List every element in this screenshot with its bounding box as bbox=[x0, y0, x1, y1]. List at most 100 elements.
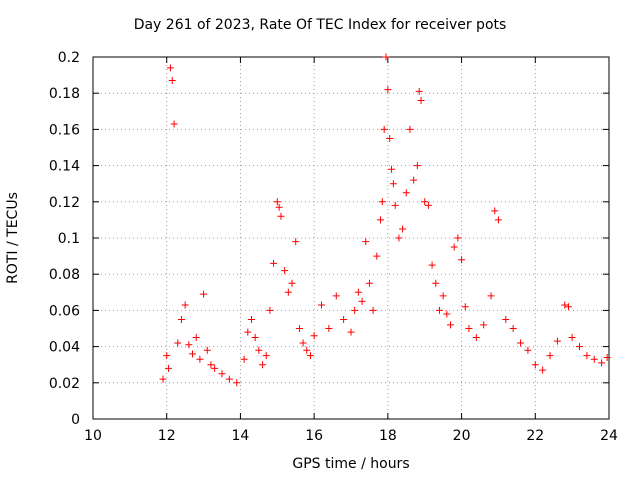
data-point bbox=[244, 328, 252, 336]
data-point bbox=[310, 332, 318, 340]
data-point bbox=[388, 165, 396, 173]
data-point bbox=[395, 234, 403, 242]
data-point bbox=[373, 252, 381, 260]
data-point bbox=[218, 370, 226, 378]
data-point bbox=[539, 366, 547, 374]
data-point bbox=[415, 87, 423, 95]
y-tick-label: 0 bbox=[71, 412, 80, 428]
data-point bbox=[168, 77, 176, 85]
data-point bbox=[273, 198, 281, 206]
data-point bbox=[358, 297, 366, 305]
data-point bbox=[225, 375, 233, 383]
data-point bbox=[174, 339, 182, 347]
data-point bbox=[306, 352, 314, 360]
data-point bbox=[384, 86, 392, 94]
data-point bbox=[509, 325, 517, 332]
y-tick-label: 0.06 bbox=[49, 303, 80, 319]
x-tick-label: 24 bbox=[600, 428, 618, 444]
data-point bbox=[189, 350, 197, 358]
data-point bbox=[517, 339, 525, 347]
y-tick-label: 0.08 bbox=[49, 267, 80, 283]
data-point bbox=[275, 203, 283, 211]
data-point bbox=[281, 267, 289, 275]
data-point bbox=[166, 64, 174, 72]
data-point bbox=[380, 125, 388, 133]
data-point bbox=[568, 334, 576, 342]
data-point bbox=[318, 301, 326, 309]
data-point bbox=[255, 346, 263, 354]
data-point bbox=[428, 261, 436, 269]
data-point bbox=[376, 216, 384, 224]
grid-lines bbox=[93, 57, 609, 419]
data-point bbox=[369, 306, 377, 314]
data-point bbox=[354, 288, 362, 296]
data-point bbox=[413, 162, 421, 170]
data-point bbox=[458, 256, 466, 264]
data-point bbox=[270, 259, 278, 267]
y-tick-label: 0.2 bbox=[58, 50, 80, 66]
data-point bbox=[382, 53, 390, 61]
data-point bbox=[185, 341, 193, 349]
data-point bbox=[196, 355, 204, 363]
data-point bbox=[365, 279, 373, 287]
data-point bbox=[325, 325, 333, 332]
data-point bbox=[491, 207, 499, 215]
x-tick-label: 12 bbox=[158, 428, 176, 444]
data-point bbox=[284, 288, 292, 296]
data-point bbox=[406, 125, 414, 133]
data-point bbox=[487, 292, 495, 300]
data-point bbox=[200, 290, 208, 298]
data-point bbox=[432, 279, 440, 287]
plot-frame bbox=[92, 56, 610, 420]
data-point bbox=[454, 234, 462, 242]
data-point bbox=[410, 176, 418, 184]
y-tick-label: 0.14 bbox=[49, 159, 80, 175]
data-point bbox=[177, 315, 185, 323]
x-axis-label: GPS time / hours bbox=[292, 456, 410, 472]
data-point bbox=[340, 315, 348, 323]
y-tick-label: 0.04 bbox=[49, 340, 80, 356]
data-point bbox=[247, 315, 255, 323]
data-point bbox=[465, 325, 473, 332]
data-point bbox=[386, 134, 394, 142]
data-point bbox=[391, 201, 399, 209]
data-points bbox=[159, 53, 611, 387]
data-point bbox=[262, 352, 270, 360]
axes bbox=[92, 56, 610, 420]
data-point bbox=[564, 303, 572, 311]
data-point bbox=[347, 328, 355, 336]
data-point bbox=[362, 238, 370, 246]
data-point bbox=[288, 279, 296, 287]
chart-title: Day 261 of 2023, Rate Of TEC Index for r… bbox=[133, 17, 507, 33]
data-point bbox=[546, 352, 554, 360]
data-point bbox=[251, 334, 259, 342]
data-point bbox=[461, 303, 469, 311]
data-point bbox=[207, 361, 215, 369]
data-point bbox=[303, 346, 311, 354]
y-tick-label: 0.16 bbox=[49, 122, 80, 138]
data-point bbox=[598, 359, 606, 367]
y-axis-label: ROTI / TECUs bbox=[5, 192, 21, 284]
x-tick-label: 22 bbox=[526, 428, 544, 444]
data-point bbox=[576, 343, 584, 351]
data-point bbox=[603, 353, 611, 361]
data-point bbox=[389, 180, 397, 188]
data-point bbox=[424, 201, 432, 209]
data-point bbox=[439, 292, 447, 300]
data-point bbox=[165, 364, 173, 372]
data-point bbox=[233, 379, 241, 387]
y-tick-label: 0.18 bbox=[49, 86, 80, 102]
data-point bbox=[332, 292, 340, 300]
x-tick-label: 14 bbox=[232, 428, 250, 444]
data-point bbox=[277, 212, 285, 220]
data-point bbox=[211, 364, 219, 372]
data-point bbox=[399, 225, 407, 233]
data-point bbox=[583, 352, 591, 360]
data-point bbox=[480, 321, 488, 329]
y-tick-label: 0.02 bbox=[49, 376, 80, 392]
data-point bbox=[192, 334, 200, 342]
data-point bbox=[170, 120, 178, 128]
data-point bbox=[351, 306, 359, 314]
data-point bbox=[561, 301, 569, 309]
